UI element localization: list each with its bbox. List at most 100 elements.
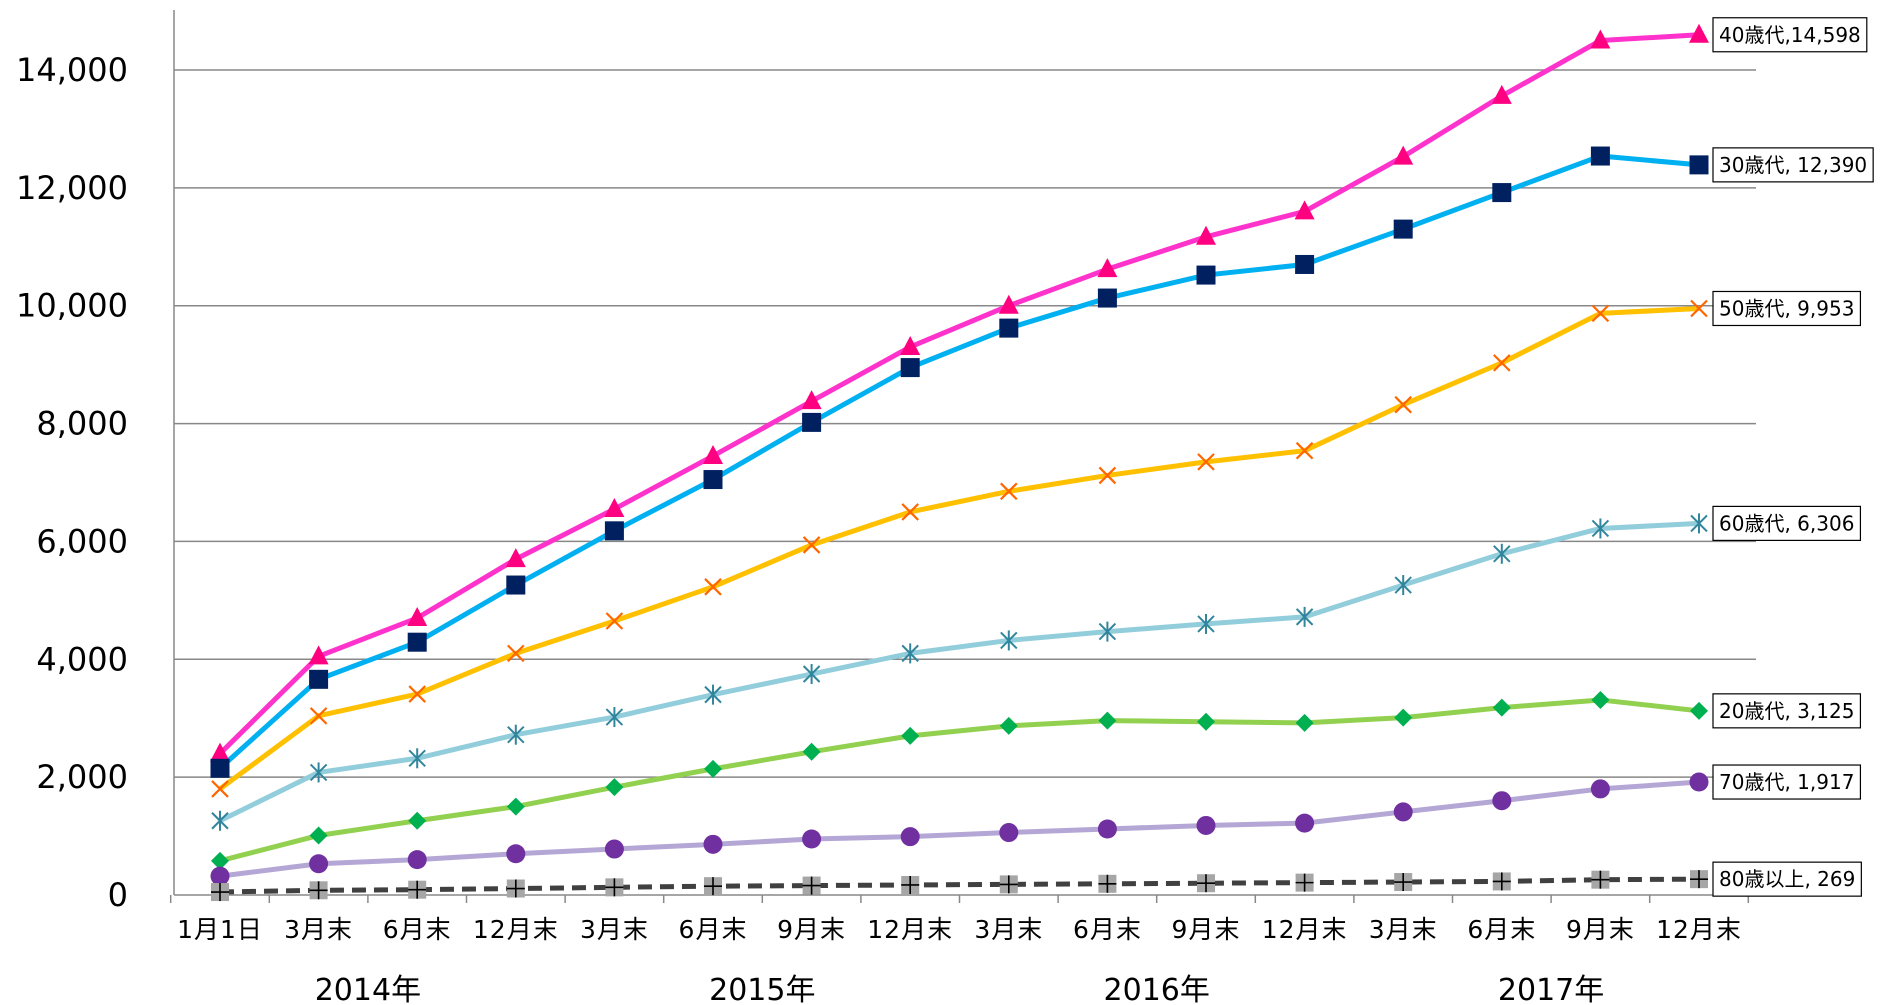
data-point-diamond [1690, 701, 1708, 720]
label-box [1712, 17, 1868, 53]
y-tick-label: 12,000 [16, 169, 128, 207]
data-point-circle [1097, 819, 1117, 839]
data-point-square [1196, 265, 1216, 285]
y-axis-tick-labels: 0 2,000 4,000 6,000 8,000 10,000 12,000 14,000 [16, 51, 128, 914]
data-point-x [1098, 466, 1117, 485]
year-labels: 2014年 2015年 2016年 2017年 [315, 973, 1605, 1005]
data-point-diamond [1197, 712, 1215, 731]
data-point-circle [1393, 802, 1413, 822]
series-markers-group [211, 513, 1708, 831]
data-point-asterisk [1591, 518, 1610, 539]
data-point-square [506, 575, 526, 595]
data-point-square [999, 318, 1019, 338]
data-point-plus [211, 883, 229, 902]
data-point-plus [1591, 870, 1610, 889]
series-line [218, 32, 1700, 756]
data-point-triangle [1097, 258, 1118, 278]
data-point-asterisk [507, 724, 525, 745]
year-label: 2016年 [1104, 973, 1210, 1005]
data-point-asterisk [605, 707, 624, 728]
label-text: 70歳代, 1,917 [1719, 770, 1854, 794]
label-box [1712, 290, 1862, 327]
x-stroke [802, 536, 821, 554]
data-point-square [1689, 155, 1709, 175]
series-end-label: 60歳代, 6,306 [1712, 505, 1862, 541]
data-point-triangle [1294, 200, 1315, 220]
label-box [1712, 861, 1862, 897]
y-tick-label: 2,000 [36, 758, 128, 796]
x-tick-label: 6月末 [383, 915, 452, 944]
data-point-asterisk [901, 643, 919, 664]
series-markers-group [210, 23, 1709, 762]
data-point-diamond [901, 726, 920, 745]
series-line [218, 153, 1700, 771]
data-point-x [1295, 441, 1314, 460]
data-point-square [900, 358, 920, 378]
data-point-square [1590, 146, 1610, 166]
data-point-x [309, 707, 328, 725]
data-point-square [309, 669, 329, 689]
data-point-plus [999, 875, 1018, 894]
data-point-x [802, 536, 821, 554]
y-tick-label: 14,000 [16, 51, 128, 89]
data-point-diamond [211, 851, 229, 870]
x-tick-label: 1月1日 [177, 915, 263, 944]
data-point-triangle [1689, 23, 1709, 43]
series-end-label: 40歳代,14,598 [1712, 17, 1868, 53]
data-point-x [1591, 304, 1610, 323]
data-point-diamond [605, 778, 624, 797]
x-stroke [507, 644, 525, 663]
data-point-diamond [1394, 708, 1413, 727]
data-point-triangle [210, 742, 230, 762]
x-stroke [901, 503, 919, 521]
series-end-label: 30歳代, 12,390 [1712, 147, 1874, 183]
x-stroke [408, 685, 426, 703]
x-stroke [704, 578, 722, 596]
x-stroke [1493, 354, 1511, 372]
data-point-circle [1492, 791, 1512, 811]
label-text: 30歳代, 12,390 [1719, 153, 1867, 177]
x-stroke [211, 780, 229, 798]
x-tick-label: 6月末 [679, 915, 748, 944]
data-point-asterisk [802, 664, 821, 685]
data-point-asterisk [211, 810, 229, 831]
series-markers-group [211, 870, 1708, 902]
x-tick-label: 3月末 [580, 915, 649, 944]
year-label: 2017年 [1498, 973, 1604, 1005]
data-point-square [1393, 219, 1413, 239]
data-point-square [210, 758, 230, 778]
data-point-x [1493, 354, 1511, 372]
x-tick-label: 12月末 [473, 915, 559, 944]
x-tick-label: 9月末 [777, 915, 846, 944]
data-point-diamond [1591, 690, 1610, 709]
data-point-diamond [1098, 711, 1117, 730]
x-stroke [1295, 441, 1314, 460]
data-point-asterisk [1098, 621, 1117, 642]
data-point-x [1394, 395, 1412, 414]
series-line [219, 779, 1700, 879]
x-tick-label: 9月末 [1566, 915, 1635, 944]
series-markers [210, 23, 1709, 902]
data-point-diamond [1492, 698, 1511, 717]
data-point-triangle [1491, 84, 1512, 104]
axes [169, 10, 1756, 903]
x-tick-label: 3月末 [1369, 915, 1438, 944]
data-point-triangle [604, 498, 625, 518]
data-point-plus [1098, 874, 1117, 893]
data-point-asterisk [1394, 575, 1412, 596]
x-tick-label: 3月末 [974, 915, 1043, 944]
data-point-triangle [1196, 225, 1216, 245]
data-point-asterisk [1493, 543, 1511, 564]
data-point-plus [704, 877, 722, 896]
series-markers-group [210, 772, 1709, 886]
x-stroke [1000, 482, 1018, 501]
series-lines [218, 32, 1700, 895]
data-point-diamond [802, 742, 821, 761]
data-point-x [211, 780, 229, 798]
series-end-label: 70歳代, 1,917 [1712, 764, 1862, 800]
x-stroke [605, 612, 624, 630]
y-tick-label: 6,000 [36, 522, 128, 560]
label-text: 40歳代,14,598 [1719, 23, 1861, 47]
x-tick-label: 9月末 [1172, 915, 1241, 944]
label-box [1712, 147, 1874, 183]
